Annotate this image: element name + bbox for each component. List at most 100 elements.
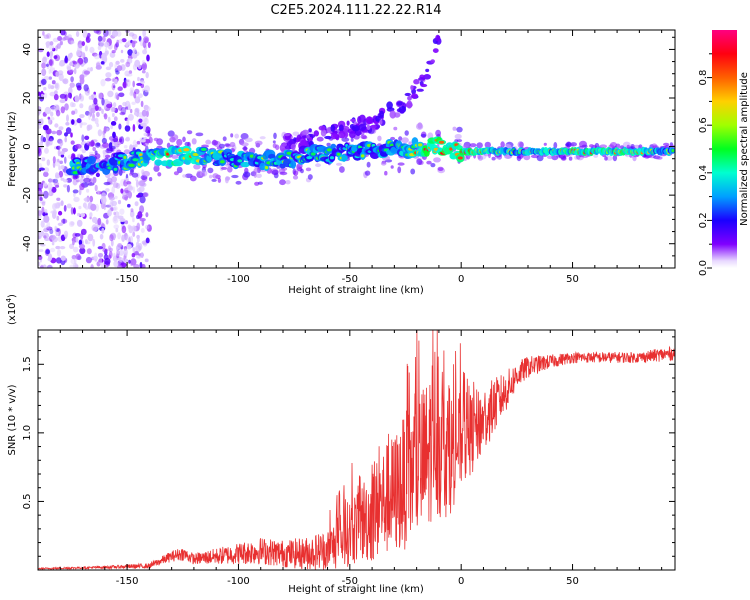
noise-blob	[146, 224, 152, 232]
branch-blob	[418, 77, 426, 81]
y-tick-label: -20	[22, 187, 33, 203]
track-peak	[286, 151, 292, 155]
noise-blob	[54, 83, 59, 89]
noise-blob	[78, 244, 86, 249]
noise-blob	[55, 184, 60, 188]
noise-blob	[75, 31, 80, 37]
noise-blob	[62, 179, 68, 183]
noise-blob	[76, 49, 81, 57]
noise-blob	[125, 235, 131, 242]
noise-blob	[124, 258, 129, 263]
noise-blob	[134, 201, 139, 207]
track-core	[290, 160, 297, 169]
noise-blob	[60, 165, 65, 170]
noise-blob	[54, 158, 61, 167]
track-halo	[273, 132, 277, 139]
noise-blob	[97, 35, 103, 42]
track-halo	[212, 173, 219, 179]
noise-blob	[72, 246, 79, 253]
noise-blob	[110, 200, 114, 204]
noise-blob	[72, 240, 75, 246]
track-halo	[243, 145, 248, 152]
noise-blob	[59, 140, 64, 146]
noise-blob	[122, 101, 127, 107]
noise-blob	[52, 47, 56, 52]
noise-blob	[127, 203, 131, 208]
track-halo	[101, 137, 107, 144]
noise-blob	[94, 117, 99, 125]
noise-blob	[49, 178, 56, 183]
noise-blob	[39, 197, 43, 201]
noise-blob	[43, 235, 47, 239]
noise-blob	[86, 188, 90, 193]
noise-blob	[66, 184, 70, 193]
noise-blob	[60, 106, 65, 114]
noise-blob	[117, 264, 123, 268]
track-halo	[209, 174, 213, 179]
x-tick-label: 0	[458, 576, 464, 587]
noise-blob	[76, 118, 82, 124]
noise-blob	[58, 144, 62, 150]
noise-blob	[145, 110, 149, 118]
noise-blob	[145, 106, 151, 112]
track-peak	[418, 143, 423, 147]
track-halo	[401, 137, 409, 144]
noise-blob	[54, 225, 57, 231]
noise-blob	[48, 76, 52, 80]
track-halo	[216, 146, 223, 150]
track-halo	[477, 155, 483, 161]
noise-blob	[117, 104, 123, 111]
noise-blob	[114, 63, 118, 70]
track-halo	[397, 166, 402, 174]
colorbar-label: Normalized spectral amplitude	[739, 72, 750, 226]
track-halo	[307, 174, 313, 180]
noise-blob	[62, 218, 66, 224]
noise-blob	[38, 210, 43, 216]
snr-y-multiplier-exp: 4	[5, 297, 13, 302]
noise-blob	[125, 61, 131, 68]
track-peak	[671, 149, 675, 153]
noise-blob	[143, 117, 149, 125]
track-halo	[257, 181, 263, 185]
noise-blob	[129, 172, 133, 176]
noise-blob	[129, 210, 135, 218]
noise-blob	[82, 202, 87, 208]
noise-blob	[110, 106, 115, 113]
noise-blob	[81, 122, 88, 126]
y-tick-label: 0	[22, 143, 33, 149]
track-halo	[227, 166, 233, 173]
noise-blob	[92, 238, 96, 247]
noise-blob	[59, 40, 63, 46]
noise-blob	[97, 217, 102, 226]
y-tick-label: 40	[22, 43, 33, 56]
track-halo	[364, 170, 371, 176]
noise-blob	[41, 206, 45, 214]
noise-blob	[136, 187, 142, 193]
noise-blob	[47, 116, 51, 120]
track-halo	[315, 163, 321, 168]
noise-blob	[40, 264, 44, 268]
noise-blob	[42, 124, 49, 131]
track-halo	[377, 135, 382, 142]
snr-series-line	[38, 330, 675, 570]
track-peak	[72, 171, 79, 175]
noise-blob	[129, 144, 133, 152]
track-halo	[80, 154, 84, 161]
track-core	[154, 159, 163, 166]
noise-blob	[51, 186, 57, 193]
noise-blob	[134, 111, 138, 116]
noise-blob	[95, 172, 100, 178]
x-tick-label: -50	[342, 274, 358, 285]
noise-blob	[127, 113, 134, 121]
noise-blob	[63, 230, 69, 238]
noise-blob	[103, 126, 107, 134]
branch-blob	[351, 125, 360, 132]
noise-blob	[111, 82, 116, 91]
snr-y-label: SNR (10 * v/v)	[7, 384, 18, 455]
noise-blob	[111, 50, 116, 54]
noise-blob	[92, 146, 96, 152]
noise-blob	[70, 101, 74, 108]
track-peak	[330, 156, 334, 160]
noise-blob	[83, 197, 90, 202]
noise-blob	[123, 149, 131, 155]
